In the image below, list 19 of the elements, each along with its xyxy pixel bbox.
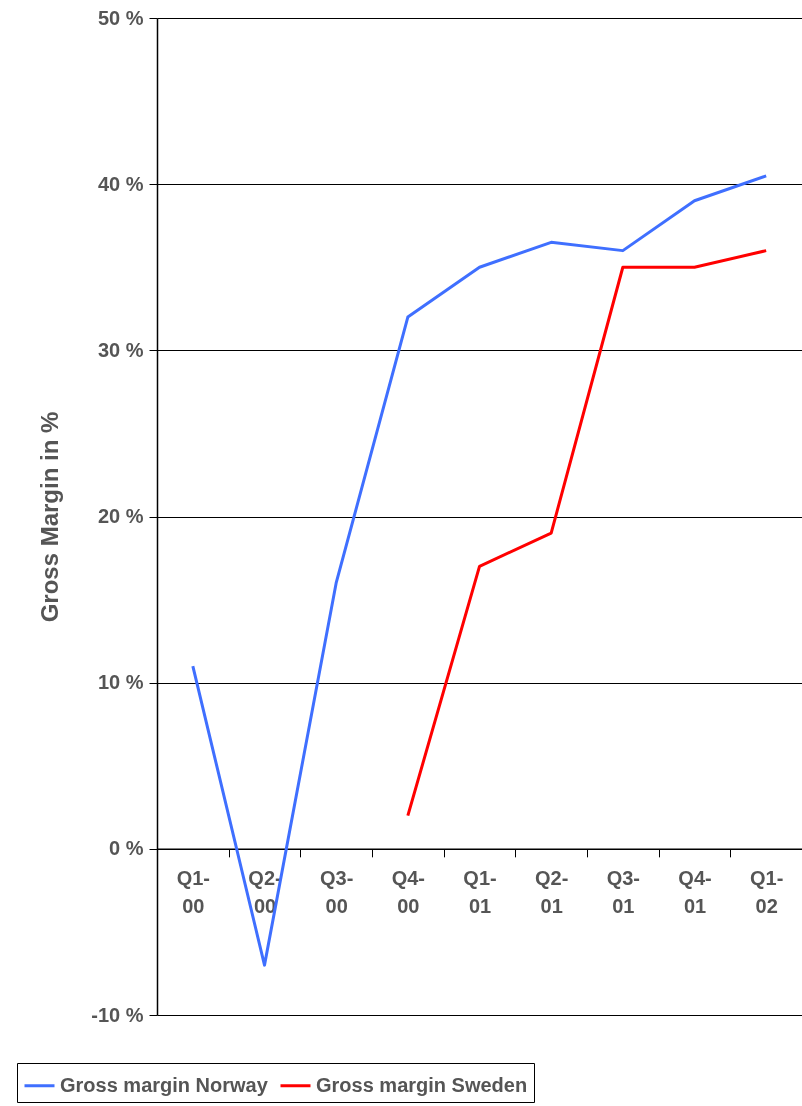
y-tick-label: 50 % (97, 6, 144, 29)
y-tick-label: -10 % (91, 1003, 144, 1026)
y-tick-label: 20 % (97, 505, 144, 527)
y-axis-title: Gross Margin in % (36, 411, 64, 623)
x-tick-label: Q3-01 (606, 867, 641, 918)
y-tick-label: 40 % (97, 172, 144, 195)
x-tick-label: Q1-01 (463, 867, 497, 918)
x-tick-label: Q1-02 (749, 867, 784, 918)
legend-label: Gross margin Sweden (316, 1073, 528, 1096)
line-series (406, 249, 768, 818)
x-tick-label: Q4-01 (678, 867, 712, 918)
x-tick-label: Q2-01 (534, 867, 569, 918)
x-tick-label: Q4-00 (391, 867, 426, 918)
x-tick-label: Q1-00 (176, 867, 211, 918)
x-tick-label: Q3-00 (319, 867, 354, 918)
legend-label: Gross margin Norway (60, 1073, 269, 1096)
y-tick-label: 0 % (109, 837, 144, 860)
y-tick-label: 10 % (97, 671, 144, 694)
y-tick-label: 30 % (97, 338, 144, 361)
